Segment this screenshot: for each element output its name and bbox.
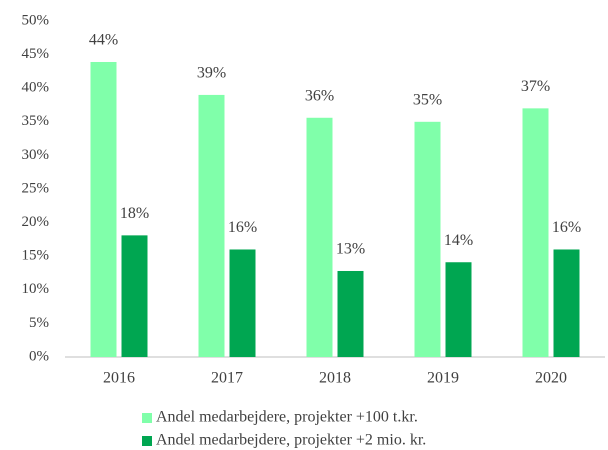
bar: [337, 270, 364, 357]
y-tick-label: 45%: [22, 46, 50, 62]
bar: [414, 121, 441, 357]
bar: [229, 249, 256, 357]
y-tick-label: 40%: [22, 80, 50, 96]
legend-label: Andel medarbejdere, projekter +100 t.kr.: [156, 409, 418, 426]
data-label: 44%: [89, 32, 118, 49]
y-tick-label: 5%: [29, 315, 49, 331]
data-label: 16%: [228, 219, 257, 236]
data-label: 37%: [521, 78, 550, 95]
data-label: 16%: [552, 219, 581, 236]
data-label: 39%: [197, 65, 226, 82]
bar: [553, 249, 580, 357]
y-tick-label: 0%: [29, 348, 49, 364]
data-label: 18%: [120, 205, 149, 222]
data-label: 36%: [305, 87, 334, 104]
x-tick-label: 2016: [103, 370, 135, 387]
bar: [306, 117, 333, 357]
bar: [522, 108, 549, 357]
bar: [90, 61, 117, 357]
x-tick-label: 2017: [211, 370, 243, 387]
legend-swatch: [142, 436, 152, 446]
bar: [121, 235, 148, 357]
y-tick-label: 30%: [22, 147, 50, 163]
x-tick-label: 2019: [427, 370, 459, 387]
legend-label: Andel medarbejdere, projekter +2 mio. kr…: [156, 432, 426, 449]
bar: [198, 94, 225, 358]
data-label: 13%: [336, 241, 365, 258]
y-tick-label: 25%: [22, 180, 50, 196]
data-label: 35%: [413, 91, 442, 108]
y-tick-label: 35%: [22, 113, 50, 129]
y-tick-label: 15%: [22, 248, 50, 264]
x-tick-label: 2018: [319, 370, 351, 387]
y-tick-label: 10%: [22, 281, 50, 297]
legend-swatch: [142, 413, 152, 423]
x-tick-label: 2020: [535, 370, 567, 387]
y-tick-label: 50%: [22, 12, 50, 28]
y-tick-label: 20%: [22, 214, 50, 230]
data-label: 14%: [444, 232, 473, 249]
bar: [445, 262, 472, 357]
